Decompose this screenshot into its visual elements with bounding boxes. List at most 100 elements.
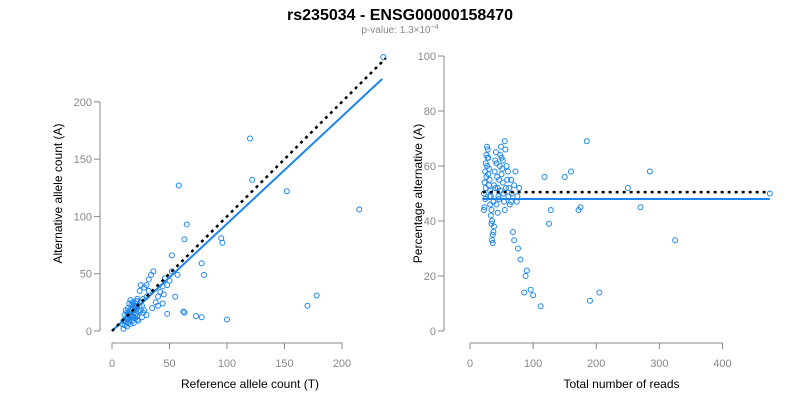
data-point: [530, 292, 537, 299]
data-point: [498, 171, 505, 178]
right-panel: 0 100 200 300 400 0 20 40 60 80 100 Total number of…: [411, 51, 773, 391]
data-point: [159, 300, 166, 307]
figure-title: rs235034 - ENSG00000158470: [287, 7, 513, 24]
data-point: [506, 185, 513, 191]
data-point: [545, 220, 552, 227]
data-point: [201, 271, 207, 278]
data-point: [180, 308, 187, 315]
data-point: [224, 316, 230, 323]
x-tick-label: 200: [333, 358, 351, 370]
y-tick-label: 80: [424, 106, 436, 118]
data-point: [492, 185, 499, 191]
data-point: [508, 176, 515, 183]
data-point: [522, 273, 529, 279]
data-point: [129, 299, 136, 306]
data-point: [499, 157, 506, 164]
data-point: [484, 143, 491, 150]
left-panel: 0 50 100 150 200 0 50 100 150 200 Reference allele…: [51, 54, 387, 391]
data-point: [501, 138, 508, 145]
data-point: [516, 185, 523, 191]
data-point: [527, 286, 534, 293]
data-point: [502, 185, 509, 191]
data-point: [672, 237, 679, 244]
x-tick-label: 100: [218, 358, 236, 370]
x-axis-title: Total number of reads: [563, 377, 679, 391]
data-point: [561, 174, 568, 180]
data-point: [499, 179, 506, 186]
data-point: [134, 295, 141, 302]
y-tick-label: 20: [424, 271, 436, 283]
data-point: [480, 207, 487, 213]
data-point: [219, 239, 226, 246]
x-tick-label: 400: [713, 358, 731, 370]
data-point: [181, 236, 188, 243]
data-point: [136, 287, 143, 294]
data-point: [135, 317, 142, 324]
data-point: [488, 207, 495, 213]
data-point: [496, 176, 503, 183]
data-point: [484, 154, 491, 161]
y-tick-label: 50: [80, 269, 92, 281]
data-point: [511, 237, 518, 244]
data-point: [482, 185, 489, 191]
data-point: [493, 201, 500, 208]
data-point: [145, 287, 152, 294]
data-point: [489, 237, 496, 244]
data-point: [490, 182, 497, 189]
data-point: [523, 267, 530, 274]
data-point: [481, 179, 488, 186]
data-point: [586, 297, 593, 304]
data-point: [504, 168, 511, 175]
y-tick-label: 0: [430, 326, 436, 338]
data-point: [120, 317, 127, 324]
data-point: [145, 276, 152, 283]
data-point: [164, 310, 171, 317]
data-point: [304, 302, 311, 309]
data-point: [492, 157, 499, 164]
data-point: [575, 207, 582, 213]
data-point: [489, 231, 496, 238]
data-point: [494, 185, 501, 191]
data-point: [646, 168, 653, 175]
data-point: [596, 289, 603, 296]
data-point: [482, 168, 489, 175]
y-axis-title: Percentage alternative (A): [411, 124, 425, 263]
subtitle-exponent: −4: [431, 24, 439, 31]
data-point: [157, 289, 164, 296]
data-point: [514, 245, 521, 252]
y-tick-label: 200: [74, 97, 92, 109]
x-tick-label: 50: [163, 358, 175, 370]
data-point: [174, 271, 181, 278]
data-point: [494, 209, 501, 216]
data-point: [125, 319, 132, 326]
fit-line: [111, 78, 383, 332]
data-point: [482, 160, 489, 167]
data-point: [487, 201, 494, 208]
data-point: [497, 143, 504, 150]
data-point: [155, 293, 161, 300]
figure-subtitle: p-value: 1.3×10−4: [361, 24, 438, 36]
data-point: [123, 323, 130, 330]
data-point: [568, 168, 574, 175]
data-point: [498, 154, 505, 161]
data-point: [583, 138, 590, 145]
data-point: [547, 207, 554, 213]
data-point: [501, 207, 508, 213]
data-point: [500, 190, 507, 197]
data-point: [503, 163, 510, 169]
data-point: [484, 146, 491, 153]
x-tick-label: 150: [275, 358, 293, 370]
y-tick-label: 150: [74, 154, 92, 166]
data-point: [512, 168, 519, 175]
data-point: [506, 201, 513, 208]
data-point: [175, 182, 182, 189]
data-point: [486, 176, 493, 183]
data-point: [198, 314, 205, 321]
data-point: [356, 206, 363, 213]
data-point: [517, 256, 524, 263]
data-point: [521, 289, 528, 296]
data-point: [168, 252, 175, 259]
y-tick-label: 100: [418, 51, 436, 63]
data-point: [485, 171, 492, 178]
x-tick-label: 100: [524, 358, 542, 370]
